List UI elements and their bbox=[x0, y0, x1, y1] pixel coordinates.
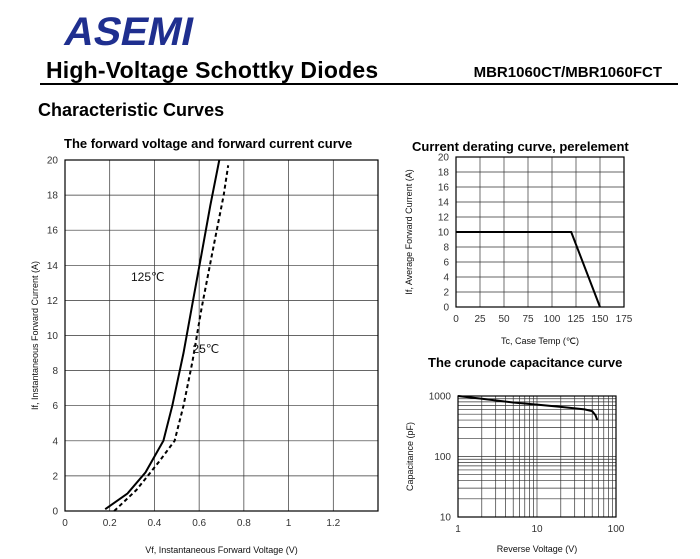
curve-annotation: 25℃ bbox=[192, 342, 219, 356]
x-axis-label: Vf, Instantaneous Forward Voltage (V) bbox=[145, 545, 298, 555]
forward-curve-chart: The forward voltage and forward current … bbox=[30, 136, 379, 555]
y-tick-label: 14 bbox=[438, 198, 450, 209]
x-tick-label: 0.2 bbox=[103, 518, 117, 529]
chart-title: Current derating curve, perelement bbox=[412, 139, 629, 154]
y-tick-label: 1000 bbox=[429, 392, 452, 403]
x-tick-label: 150 bbox=[592, 314, 609, 325]
y-tick-label: 18 bbox=[47, 191, 59, 202]
y-tick-label: 2 bbox=[443, 288, 449, 299]
x-tick-label: 0 bbox=[62, 518, 68, 529]
x-tick-label: 0.8 bbox=[237, 518, 251, 529]
part-number: MBR1060CT/MBR1060FCT bbox=[473, 64, 662, 81]
y-tick-label: 100 bbox=[434, 452, 451, 463]
y-axis-label: If, Instantaneous Forward Current (A) bbox=[30, 261, 40, 410]
curve-annotation: 125℃ bbox=[131, 270, 165, 284]
y-tick-label: 16 bbox=[47, 226, 59, 237]
y-axis-label: Capacitance (pF) bbox=[405, 422, 415, 491]
page-title: High-Voltage Schottky Diodes bbox=[46, 57, 379, 83]
y-tick-label: 10 bbox=[438, 228, 450, 239]
y-tick-label: 8 bbox=[443, 243, 449, 254]
header-divider bbox=[40, 83, 678, 85]
x-tick-label: 1 bbox=[455, 524, 461, 535]
y-tick-label: 6 bbox=[52, 401, 58, 412]
x-tick-label: 1 bbox=[286, 518, 292, 529]
chart-title: The forward voltage and forward current … bbox=[64, 136, 352, 151]
x-tick-label: 0.4 bbox=[147, 518, 161, 529]
y-tick-label: 18 bbox=[438, 168, 450, 179]
logo-text: ASEMI bbox=[61, 10, 196, 50]
y-tick-label: 12 bbox=[47, 296, 59, 307]
y-tick-label: 16 bbox=[438, 183, 450, 194]
y-tick-label: 2 bbox=[52, 471, 58, 482]
x-tick-label: 75 bbox=[522, 314, 534, 325]
x-tick-label: 175 bbox=[616, 314, 633, 325]
x-tick-label: 125 bbox=[568, 314, 585, 325]
y-tick-label: 4 bbox=[443, 273, 449, 284]
y-tick-label: 4 bbox=[52, 436, 58, 447]
derating-curve-chart: Current derating curve, perelement 0 25 50 7… bbox=[404, 139, 633, 346]
chart-title: The crunode capacitance curve bbox=[428, 355, 622, 370]
plot-frame bbox=[457, 395, 617, 518]
y-tick-label: 20 bbox=[438, 153, 450, 164]
y-tick-label: 10 bbox=[440, 513, 452, 524]
x-tick-label: 100 bbox=[544, 314, 561, 325]
y-tick-label: 0 bbox=[52, 507, 58, 518]
section-title: Characteristic Curves bbox=[38, 100, 225, 120]
series-line-0 bbox=[104, 159, 221, 511]
x-tick-label: 10 bbox=[531, 524, 543, 535]
x-tick-label: 0 bbox=[453, 314, 459, 325]
x-tick-label: 50 bbox=[498, 314, 510, 325]
y-tick-label: 20 bbox=[47, 156, 59, 167]
y-tick-label: 6 bbox=[443, 258, 449, 269]
y-tick-label: 10 bbox=[47, 331, 59, 342]
asemi-logo: ASEMI bbox=[61, 10, 196, 50]
series-line-1 bbox=[113, 165, 230, 512]
y-axis-label: If, Average Forward Current (A) bbox=[404, 169, 414, 294]
series-line-0 bbox=[456, 231, 601, 308]
y-tick-label: 8 bbox=[52, 366, 58, 377]
y-tick-label: 0 bbox=[443, 303, 449, 314]
x-axis-label: Tc, Case Temp (℃) bbox=[501, 336, 579, 346]
plot-frame bbox=[64, 159, 379, 512]
series-line-0 bbox=[457, 395, 599, 421]
x-axis-label: Reverse Voltage (V) bbox=[497, 544, 578, 554]
x-tick-label: 0.6 bbox=[192, 518, 206, 529]
y-tick-label: 12 bbox=[438, 213, 450, 224]
y-tick-label: 14 bbox=[47, 261, 59, 272]
x-tick-label: 100 bbox=[608, 524, 625, 535]
x-tick-label: 25 bbox=[474, 314, 486, 325]
x-tick-label: 1.2 bbox=[326, 518, 340, 529]
